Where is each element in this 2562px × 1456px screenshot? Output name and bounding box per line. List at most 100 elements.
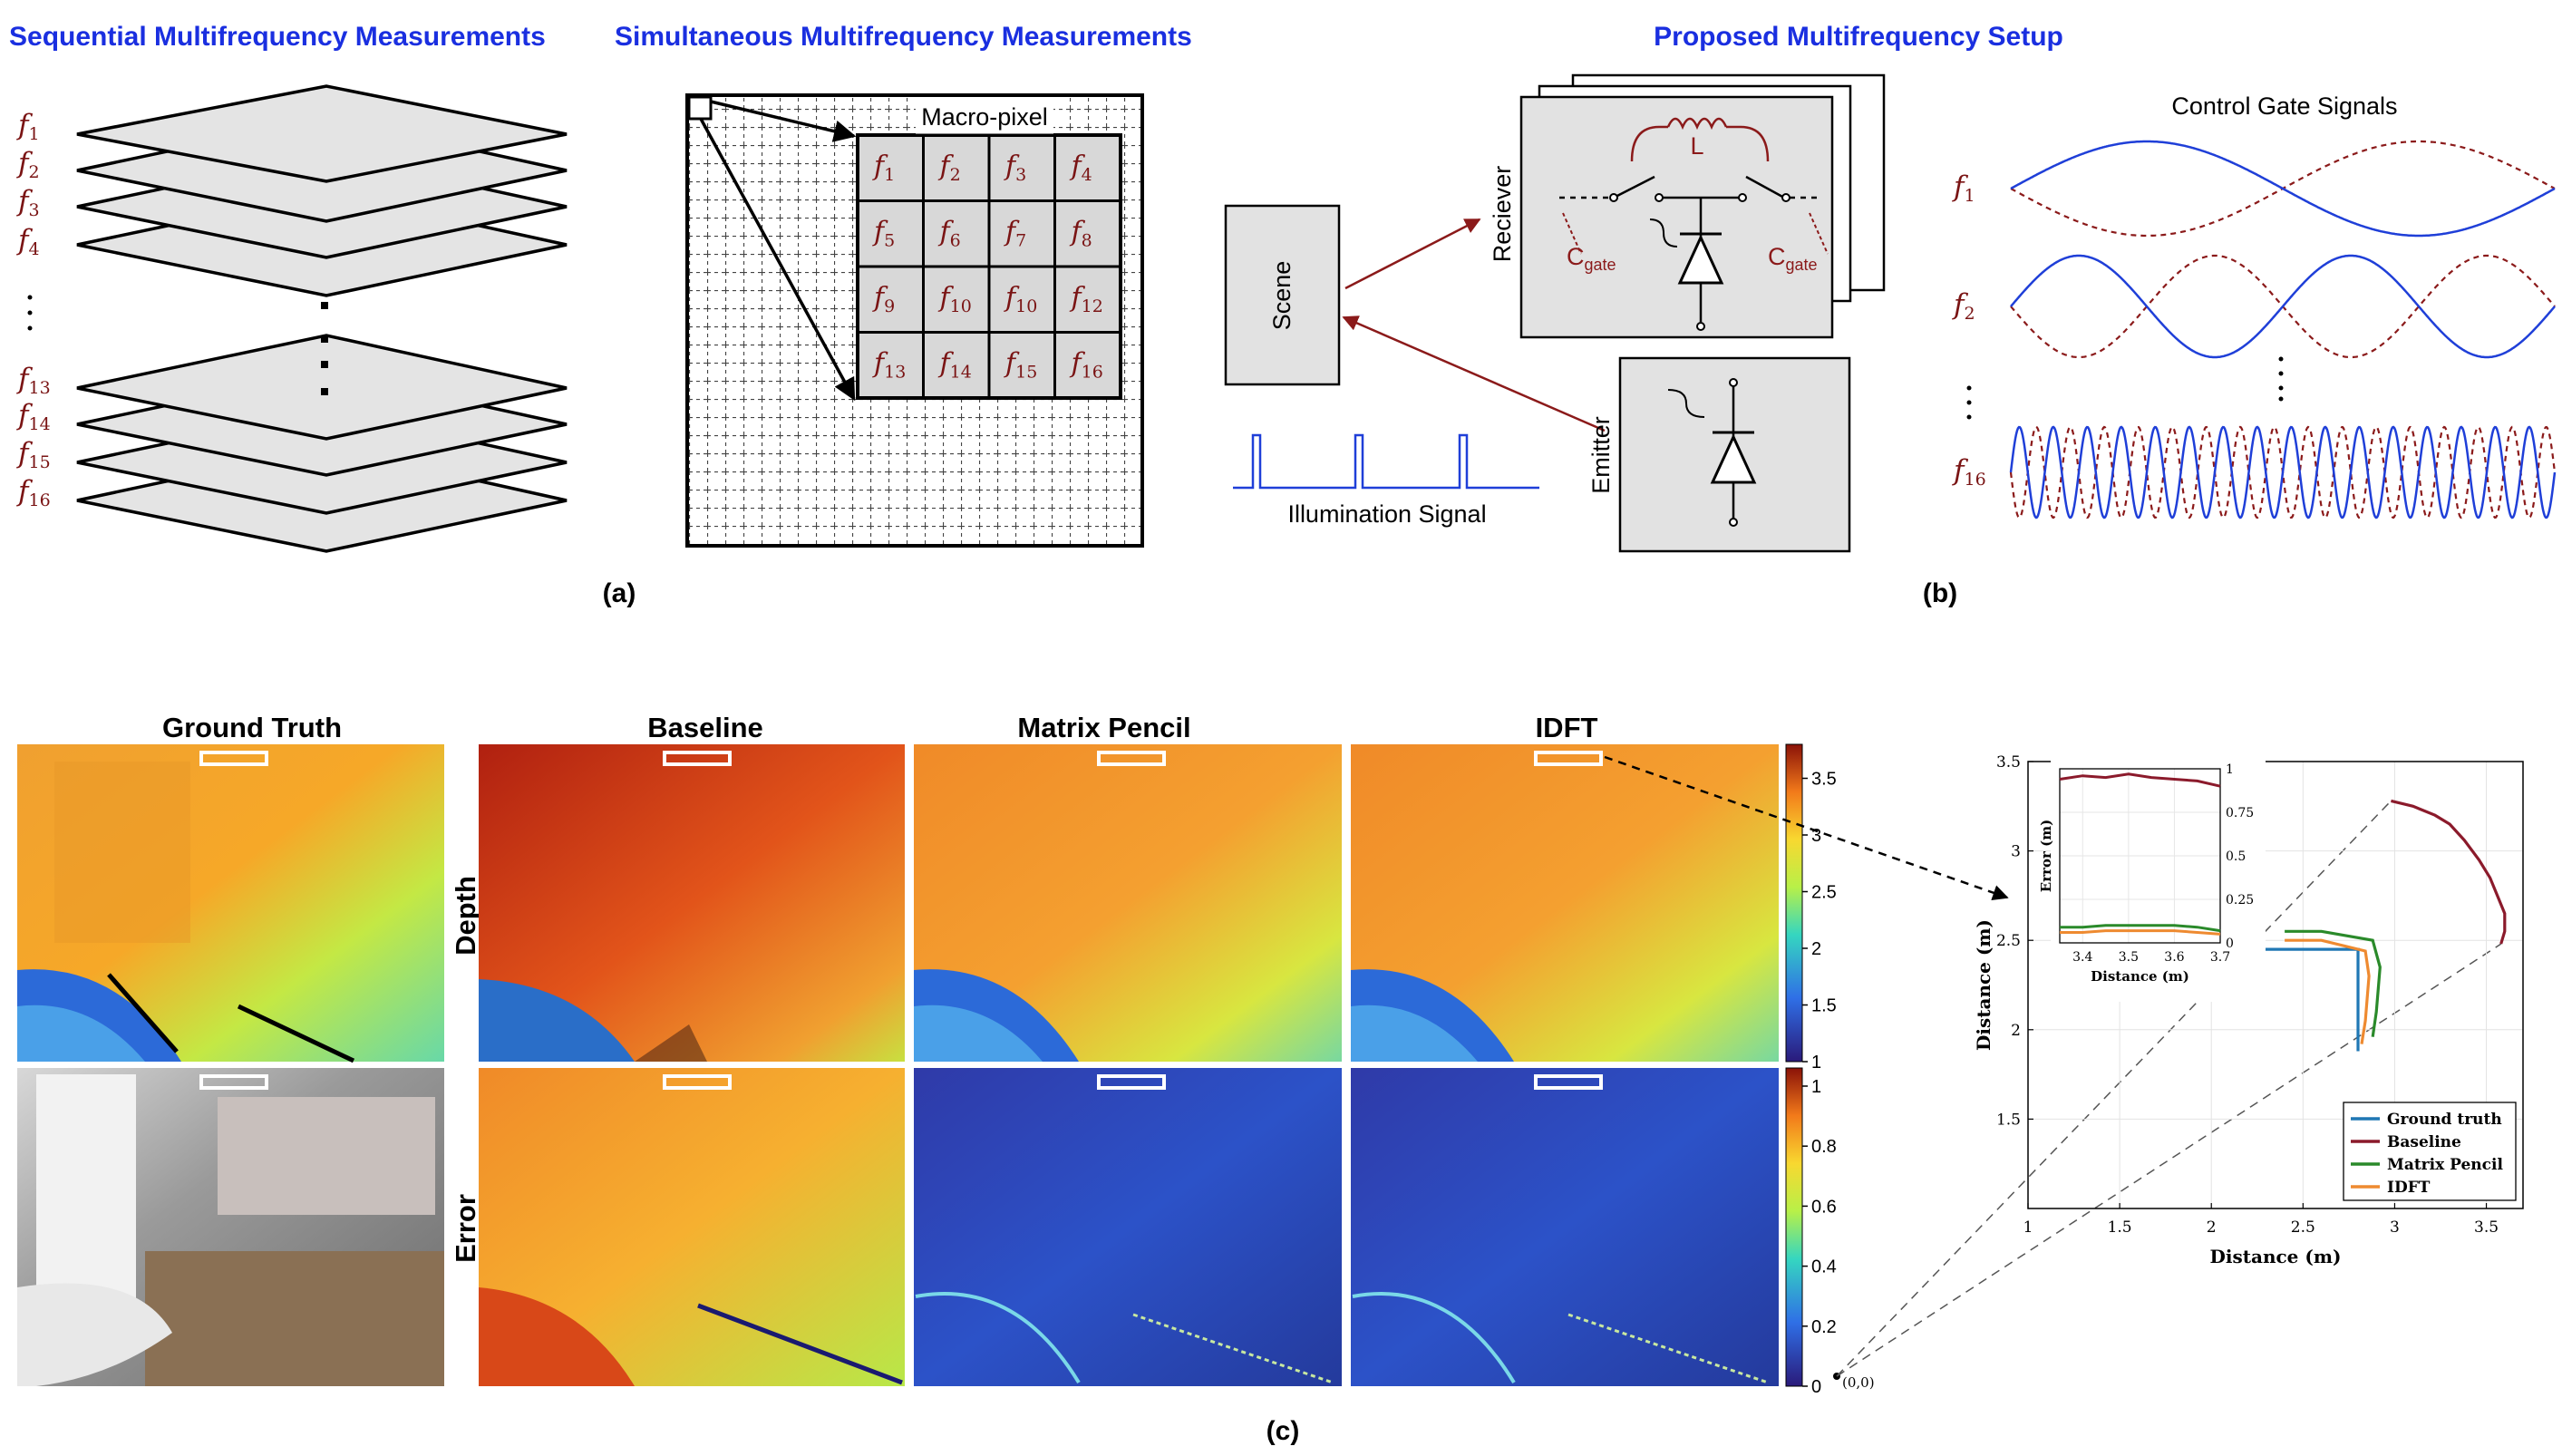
- depth-cb-tick: 2: [1811, 939, 1821, 959]
- sequential-planes: [76, 84, 568, 553]
- col-title-idft: IDFT: [1536, 712, 1598, 743]
- idft-error-image: [1351, 1068, 1779, 1386]
- inset-series-baseline: [2059, 772, 2221, 788]
- error-colorbar-ticks: 1 0.8 0.6 0.4 0.2 0: [1802, 1077, 1837, 1397]
- inset-y-tick: 0.75: [2226, 806, 2254, 820]
- signal-dots: [1966, 356, 2284, 420]
- selected-pixel: [687, 95, 713, 121]
- freq-label-left: f3: [16, 185, 40, 220]
- inset-frame: [2059, 768, 2221, 944]
- emitter-label: Emitter: [1587, 416, 1615, 494]
- series-line-matrix-pencil: [2285, 929, 2382, 1037]
- inductor-label: L: [1690, 132, 1703, 160]
- title-sequential: Sequential Multifrequency Measurements: [9, 22, 546, 52]
- gt-photo-image: [17, 1068, 444, 1386]
- legend-entry: Matrix Pencil: [2387, 1156, 2503, 1174]
- y-tick-label: 3.5: [1996, 753, 2021, 772]
- legend-entry: Ground truth: [2387, 1111, 2502, 1129]
- baseline-error-image: [479, 1068, 905, 1386]
- caption-b: (b): [1923, 578, 1957, 608]
- title-simultaneous: Simultaneous Multifrequency Measurements: [615, 22, 1192, 52]
- gate-signal-solid: [2010, 254, 2556, 359]
- inset-y-tick: 0.25: [2226, 893, 2254, 908]
- y-tick-label: 1.5: [1996, 1111, 2021, 1129]
- receiver-label: Reciever: [1489, 166, 1516, 263]
- freq-label-left: f15: [16, 437, 51, 472]
- cgate-left: Cgate: [1567, 243, 1616, 274]
- gate-signal-solid: [2010, 140, 2556, 238]
- series-line-baseline: [2391, 799, 2507, 945]
- baseline-depth-image: [479, 744, 905, 1062]
- caption-a: (a): [603, 578, 636, 608]
- freq-label-left: f2: [16, 147, 40, 182]
- arrow-emitter-to-scene: [1342, 315, 1606, 432]
- y-tick-label: 2.5: [1996, 932, 2021, 950]
- distance-plot: 1 1.5 2 2.5 3 3.5 1.5 2 2.5 3 3.5 Distance (m) Dista…: [1836, 753, 2524, 1377]
- gate-signals: f1 f2 f16: [1952, 140, 2557, 519]
- depth-colorbar: [1785, 743, 1803, 1063]
- freq-label-left: f1: [16, 109, 40, 144]
- depth-colorbar-ticks: 3.5 3 2.5 2 1.5 1: [1802, 770, 1837, 1073]
- row-label-depth: Depth: [450, 876, 481, 956]
- freq-label-left: f16: [16, 475, 51, 510]
- receiver-box: [1519, 95, 1834, 339]
- error-cb-tick: 1: [1811, 1077, 1821, 1097]
- scene-label: Scene: [1268, 261, 1296, 331]
- series-line-ground-truth: [2256, 947, 2360, 1052]
- inset-x-tick: 3.7: [2210, 950, 2230, 965]
- inset-y-tick: 0: [2226, 937, 2234, 951]
- error-cb-tick: 0: [1811, 1377, 1821, 1397]
- macro-pixel-label: Macro-pixel: [921, 103, 1048, 131]
- depth-cb-tick: 3: [1811, 826, 1821, 846]
- gate-signal-solid: [2009, 425, 2557, 519]
- projection-line: [1836, 943, 2502, 1377]
- freq-label-left: f14: [16, 399, 51, 434]
- inset-series-matrix-pencil: [2060, 924, 2221, 933]
- legend-entry: IDFT: [2387, 1179, 2431, 1197]
- y-tick-label: 3: [2011, 843, 2021, 861]
- row-label-error: Error: [450, 1194, 481, 1263]
- error-cb-tick: 0.2: [1811, 1317, 1837, 1337]
- x-tick-label: 1.5: [2108, 1218, 2132, 1237]
- illumination-signal: [1233, 433, 1539, 490]
- zoom-pointer-arrow: [1604, 755, 2009, 901]
- macro-cell-label: f10: [938, 282, 972, 316]
- error-colorbar: [1785, 1067, 1803, 1387]
- plane-f13: [76, 334, 568, 441]
- col-title-matrix-pencil: Matrix Pencil: [1017, 712, 1190, 743]
- col-title-ground-truth: Ground Truth: [162, 712, 342, 743]
- arrow-scene-to-receiver: [1344, 218, 1481, 290]
- cgate-right: Cgate: [1768, 243, 1818, 274]
- depth-cb-tick: 1: [1811, 1053, 1821, 1073]
- depth-cb-tick: 2.5: [1811, 883, 1837, 903]
- x-tick-label: 1: [2023, 1218, 2033, 1237]
- title-proposed-setup: Proposed Multifrequency Setup: [1654, 22, 2063, 52]
- error-cb-tick: 0.8: [1811, 1137, 1837, 1157]
- depth-cb-tick: 3.5: [1811, 770, 1837, 790]
- zoom-arrow-top: [710, 100, 857, 142]
- gt-depth-image: [17, 744, 444, 1063]
- illumination-label: Illumination Signal: [1287, 500, 1486, 528]
- inset-y-tick: 0.5: [2226, 849, 2246, 864]
- x-tick-label: 3.5: [2474, 1218, 2499, 1237]
- inset-series-idft: [2060, 929, 2221, 936]
- legend-entry: Baseline: [2387, 1133, 2461, 1151]
- inset-y-label: Error (m): [2038, 820, 2054, 892]
- caption-c: (c): [1266, 1416, 1300, 1446]
- y-tick-label: 2: [2011, 1022, 2021, 1040]
- gate-signal-label: f16: [1952, 454, 1986, 490]
- inset-x-tick: 3.6: [2164, 950, 2184, 965]
- col-title-baseline: Baseline: [647, 712, 763, 743]
- macro-cell-label: f12: [1070, 282, 1103, 316]
- control-gate-title: Control Gate Signals: [2171, 92, 2397, 120]
- x-tick-label: 2.5: [2291, 1218, 2315, 1237]
- freq-label-left: f13: [16, 363, 51, 398]
- projection-line: [1836, 800, 2392, 1377]
- ellipsis-dots: [27, 295, 328, 395]
- depth-cb-tick: 1.5: [1811, 996, 1837, 1016]
- matrix-pencil-depth-image: [914, 744, 1342, 1062]
- freq-label-left: f4: [16, 224, 40, 259]
